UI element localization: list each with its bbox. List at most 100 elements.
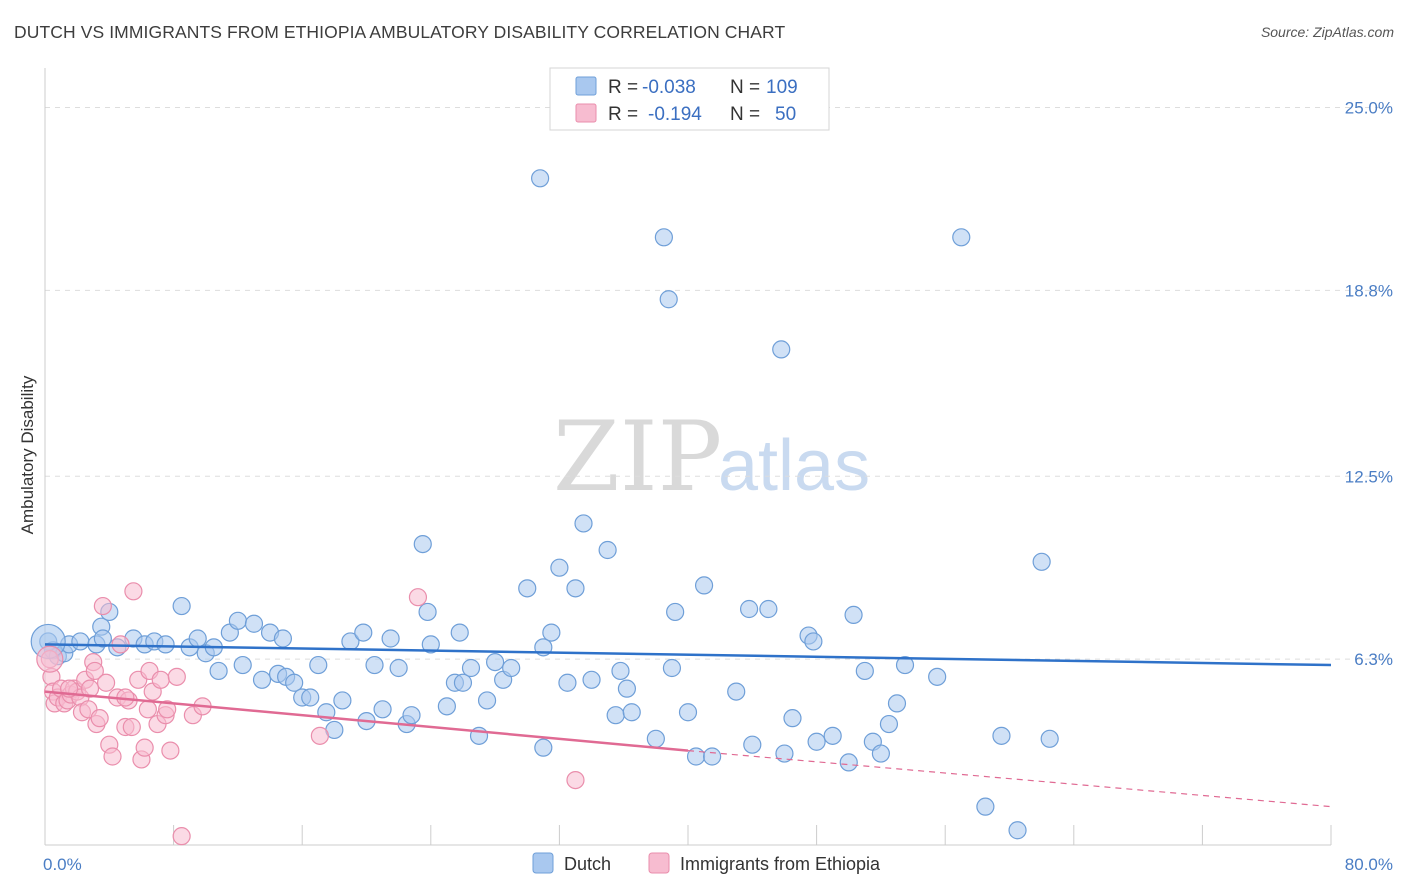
data-point [807, 732, 826, 751]
data-point [285, 673, 304, 692]
data-point [172, 596, 191, 616]
data-point [354, 623, 373, 642]
data-point [486, 652, 505, 672]
legend-r-value: -0.194 [648, 104, 702, 125]
bottom-legend-label-ethiopia: Immigrants from Ethiopia [680, 854, 881, 874]
y-tick-labels: 6.3% 12.5% 18.8% 25.0% [1345, 99, 1393, 670]
data-point [694, 576, 714, 595]
y-tick-label: 6.3% [1354, 650, 1393, 669]
trendlines [44, 643, 1332, 808]
data-point [402, 706, 421, 725]
y-tick-label: 18.8% [1345, 281, 1393, 300]
data-point [952, 228, 971, 247]
dutch-series [30, 169, 1059, 840]
data-point [887, 694, 907, 713]
data-point [611, 661, 630, 681]
data-point [727, 682, 746, 701]
data-point [156, 635, 175, 654]
data-point [209, 661, 228, 681]
x-tick-label: 80.0% [1345, 855, 1393, 874]
data-point [373, 700, 392, 719]
data-point [534, 738, 553, 757]
data-point [666, 602, 685, 622]
data-point [309, 655, 328, 675]
data-point [252, 670, 272, 689]
data-point [844, 605, 863, 625]
legend: R = -0.038 N = 109 R = -0.194 N = 50 [549, 67, 830, 131]
data-point [804, 632, 823, 651]
data-point [167, 667, 186, 686]
data-point [992, 726, 1011, 745]
dutch-trendline [44, 643, 1332, 667]
data-point [1040, 729, 1059, 748]
data-point [301, 688, 320, 707]
legend-n-value: 50 [775, 104, 796, 125]
data-point [518, 579, 537, 598]
data-point [646, 729, 665, 748]
data-point [71, 632, 90, 651]
data-point [823, 726, 842, 745]
data-point [122, 717, 141, 737]
data-point [743, 735, 762, 754]
data-point [103, 747, 122, 766]
data-point [772, 340, 791, 359]
legend-r-value: -0.038 [642, 77, 696, 98]
data-point [418, 602, 437, 622]
y-tick-label: 25.0% [1345, 99, 1393, 118]
legend-n-value: 109 [766, 77, 798, 98]
ethiopia-trendline [44, 690, 689, 752]
data-point [703, 747, 722, 766]
data-point [408, 588, 428, 607]
data-point [928, 667, 947, 686]
chart-title: DUTCH VS IMMIGRANTS FROM ETHIOPIA AMBULA… [14, 22, 786, 42]
data-point [36, 645, 64, 673]
data-point [161, 741, 180, 760]
legend-r-label: R = [608, 77, 638, 98]
data-point [477, 691, 497, 710]
data-point [502, 658, 521, 678]
ethiopia-series [36, 582, 585, 846]
data-point [450, 623, 469, 642]
data-point [662, 658, 682, 678]
data-point [273, 629, 293, 648]
watermark: ZIP atlas [553, 401, 870, 513]
data-point [233, 655, 252, 675]
data-point [855, 661, 874, 681]
data-point [550, 558, 569, 577]
legend-n-label: N = [730, 104, 760, 125]
data-point [389, 658, 408, 678]
data-point [558, 673, 577, 692]
data-point [582, 670, 601, 689]
data-point [381, 629, 400, 648]
data-point [1008, 821, 1027, 840]
data-point [783, 709, 802, 728]
bottom-legend: Dutch Immigrants from Ethiopia [532, 852, 881, 874]
data-point [606, 706, 625, 725]
data-point [80, 679, 100, 698]
data-point [151, 670, 170, 689]
data-point [85, 661, 104, 681]
data-point [566, 770, 585, 790]
data-point [138, 700, 157, 719]
legend-swatch-dutch [575, 76, 597, 96]
data-point [566, 579, 585, 598]
data-point [413, 534, 432, 554]
data-point [244, 614, 264, 633]
ethiopia-trendline-extrapolated [687, 750, 1332, 808]
x-tick-label: 0.0% [43, 855, 82, 874]
data-point [1032, 552, 1051, 571]
data-point [333, 691, 352, 710]
data-point [124, 582, 143, 601]
data-point [93, 629, 112, 648]
gridlines [45, 107, 1394, 660]
data-point [437, 697, 456, 716]
bottom-legend-swatch-ethiopia [648, 852, 670, 874]
data-point [879, 714, 899, 734]
data-point [654, 228, 673, 247]
data-point [461, 658, 481, 678]
data-point [574, 514, 593, 533]
legend-n-label: N = [730, 77, 760, 98]
bottom-legend-label-dutch: Dutch [564, 854, 611, 874]
data-point [739, 599, 759, 619]
